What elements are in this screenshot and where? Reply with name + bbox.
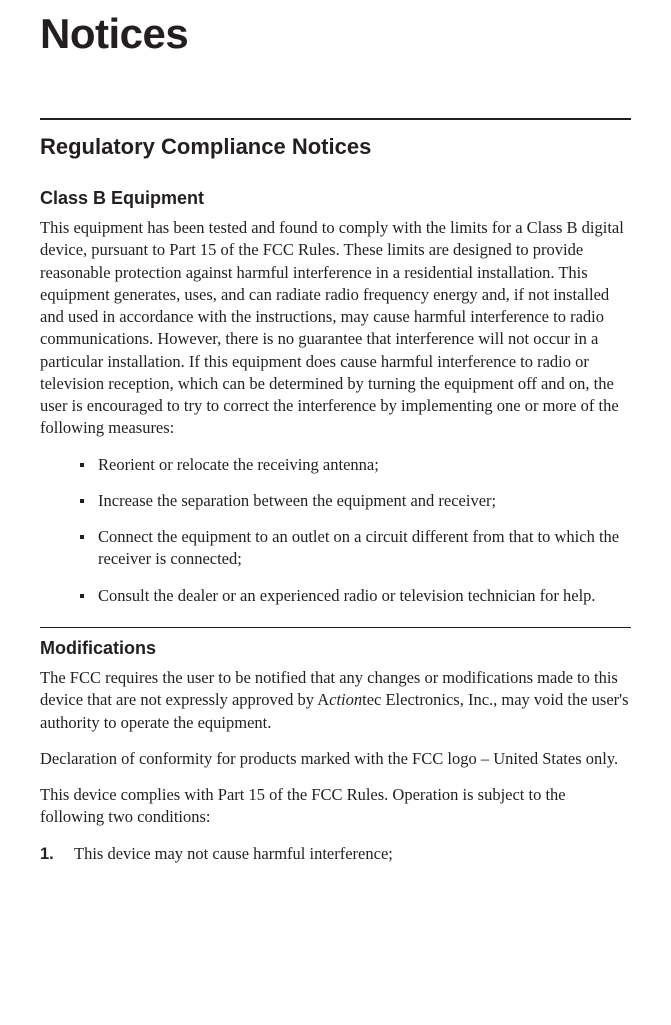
- numbered-list-conditions: 1. This device may not cause harmful int…: [40, 843, 631, 865]
- text-italic: ction: [329, 690, 362, 709]
- bullet-list-measures: Reorient or relocate the receiving anten…: [40, 454, 631, 607]
- body-text-modifications-2: Declaration of conformity for products m…: [40, 748, 631, 770]
- section-heading-regulatory: Regulatory Compliance Notices: [40, 134, 631, 160]
- list-item: Reorient or relocate the receiving anten…: [80, 454, 631, 476]
- body-text-modifications-1: The FCC requires the user to be notified…: [40, 667, 631, 734]
- divider-thick: [40, 118, 631, 120]
- body-text-modifications-3: This device complies with Part 15 of the…: [40, 784, 631, 829]
- list-item: 1. This device may not cause harmful int…: [40, 843, 631, 865]
- sub-heading-class-b: Class B Equipment: [40, 188, 631, 209]
- list-item-text: This device may not cause harmful interf…: [74, 843, 393, 865]
- sub-heading-modifications: Modifications: [40, 638, 631, 659]
- list-number: 1.: [40, 843, 56, 865]
- list-item: Increase the separation between the equi…: [80, 490, 631, 512]
- divider-thin: [40, 627, 631, 628]
- page-title: Notices: [40, 10, 631, 58]
- body-text-class-b: This equipment has been tested and found…: [40, 217, 631, 440]
- list-item: Connect the equipment to an outlet on a …: [80, 526, 631, 571]
- list-item: Consult the dealer or an experienced rad…: [80, 585, 631, 607]
